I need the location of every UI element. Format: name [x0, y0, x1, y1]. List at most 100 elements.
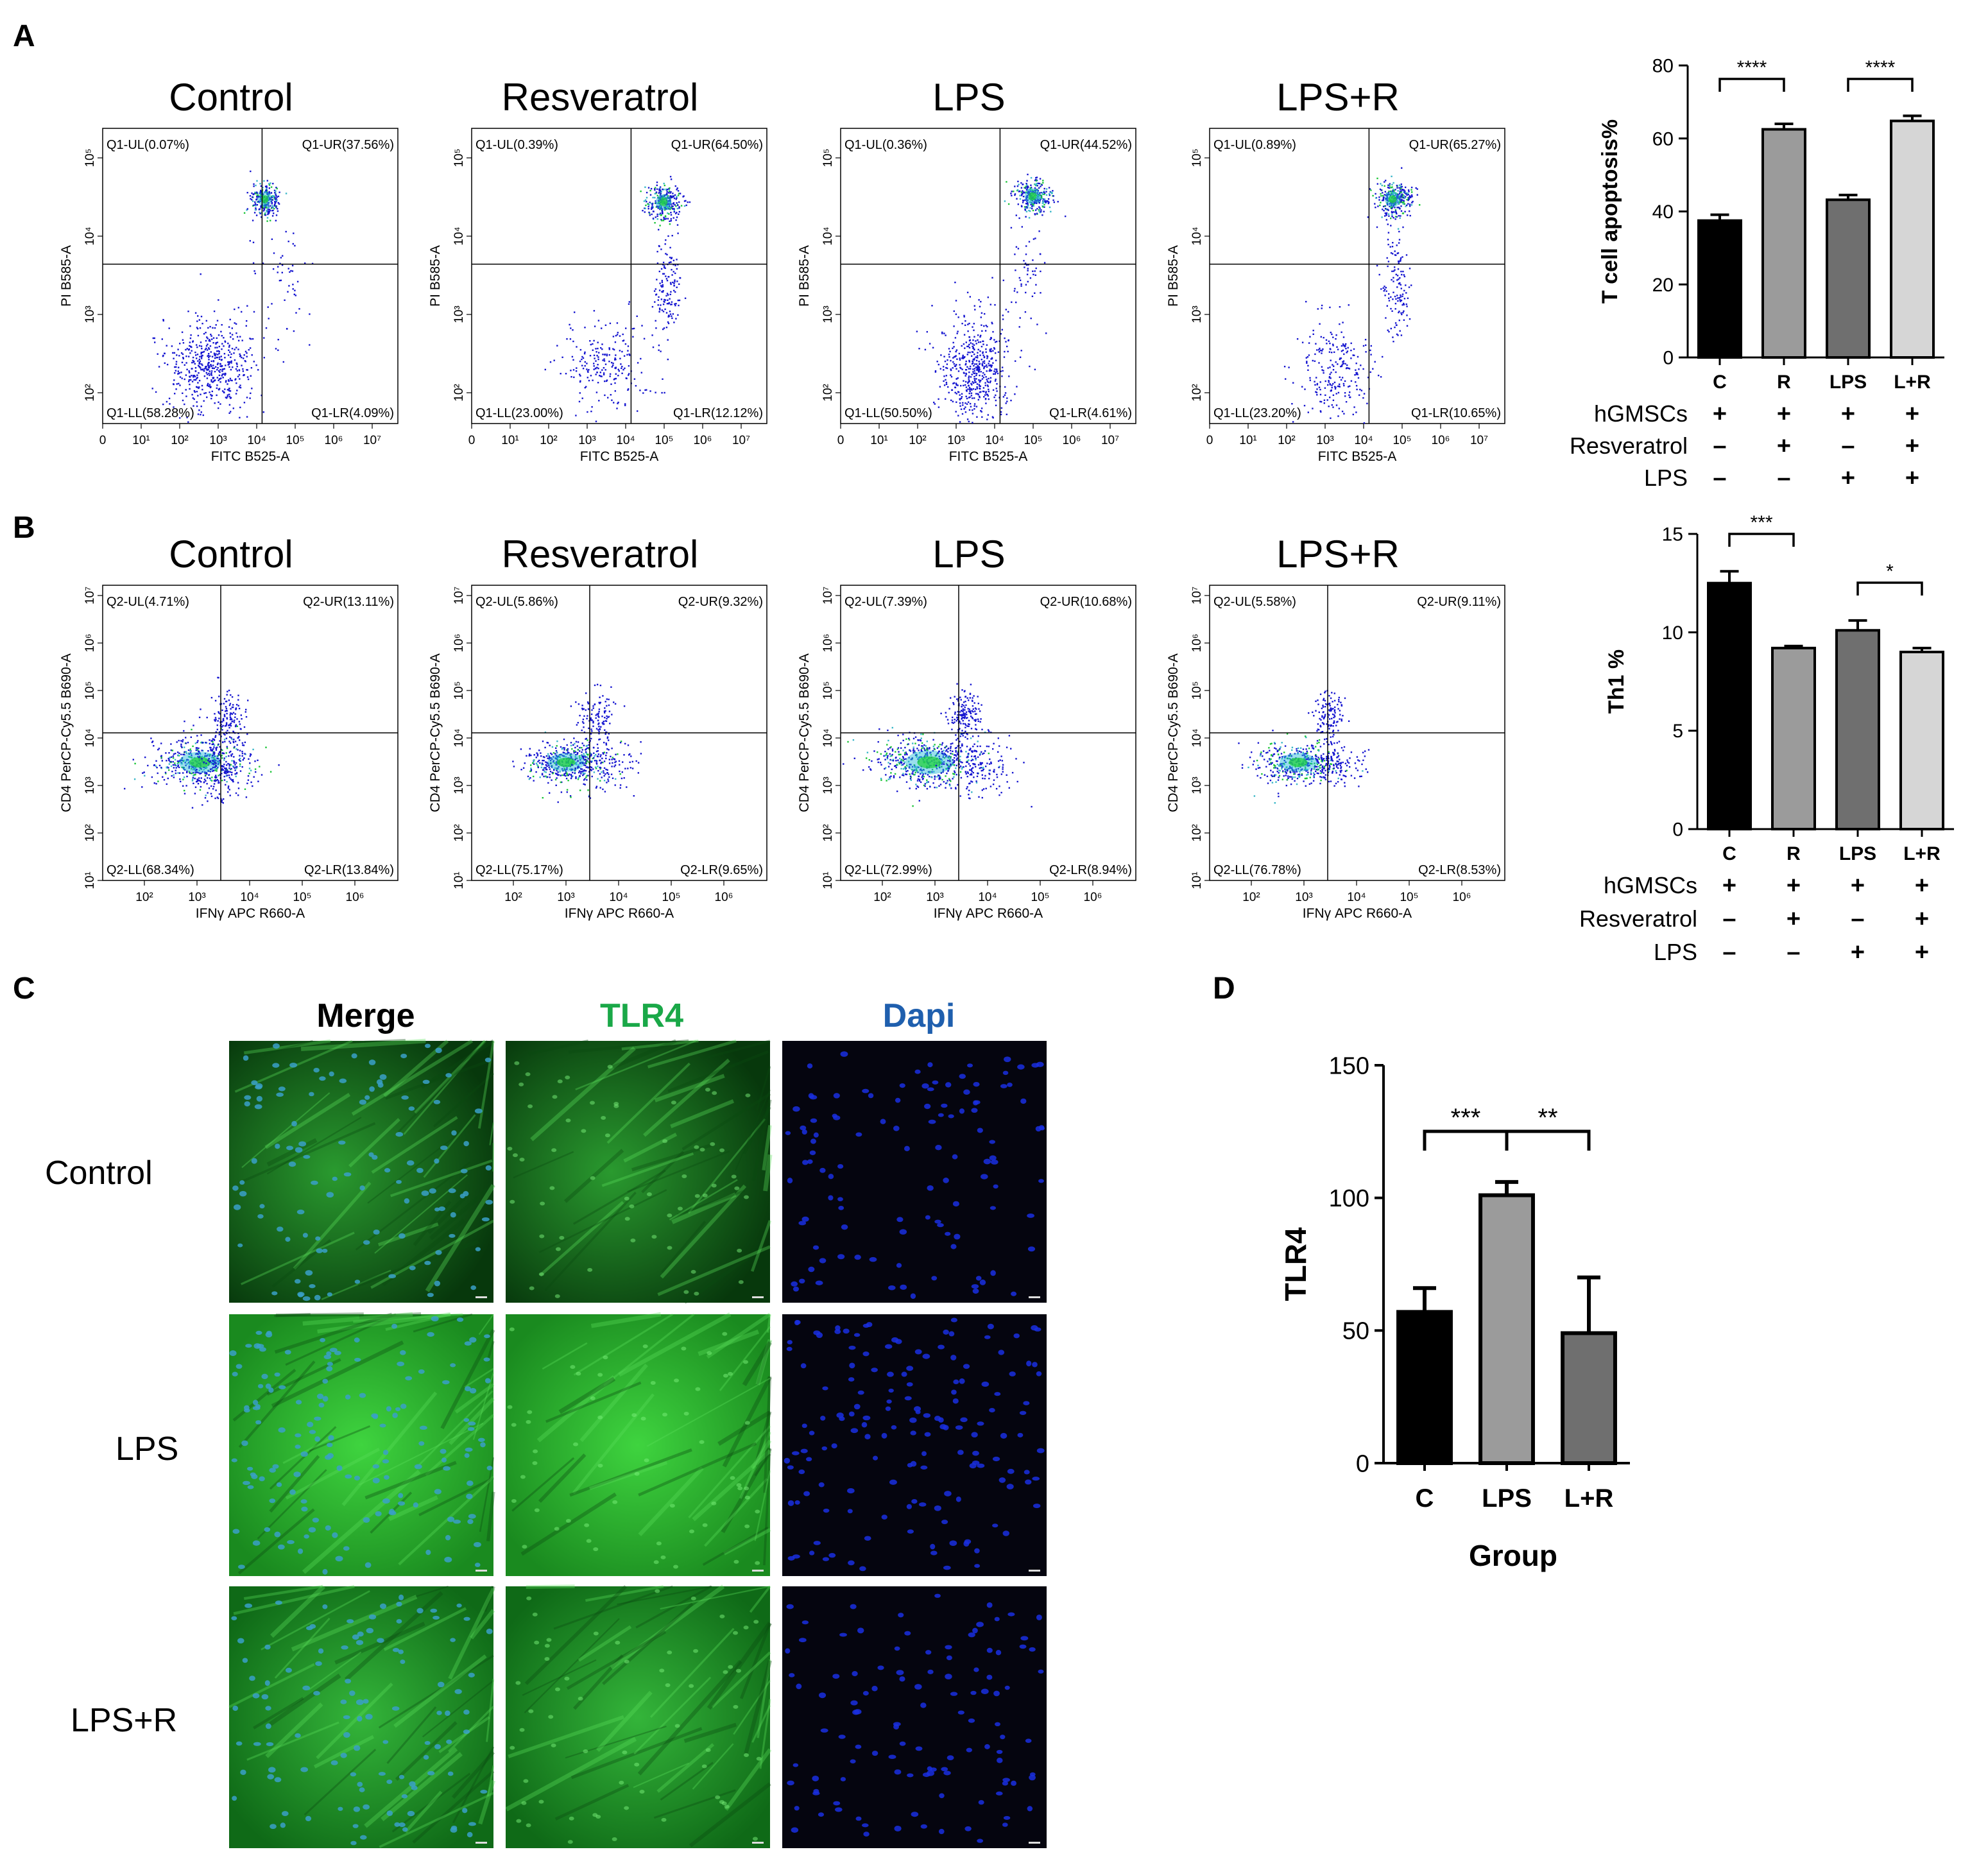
event-dot: [998, 340, 1000, 342]
event-dot: [967, 382, 969, 384]
event-dot: [662, 264, 664, 266]
event-dot: [585, 752, 587, 755]
event-dot: [1380, 189, 1382, 191]
event-dot: [981, 359, 982, 361]
event-dot: [201, 804, 203, 806]
event-dot: [250, 338, 252, 340]
event-dot: [547, 753, 549, 755]
event-dot: [596, 391, 598, 393]
event-dot: [627, 350, 629, 352]
event-dot: [581, 749, 583, 751]
event-dot: [1385, 214, 1387, 216]
event-dot: [607, 780, 610, 782]
x-tick-label: 10⁷: [732, 434, 750, 447]
event-dot: [953, 363, 955, 365]
event-dot: [151, 741, 154, 742]
event-dot: [166, 363, 169, 366]
event-dot: [1026, 184, 1028, 186]
event-dot: [1384, 194, 1385, 196]
event-dot: [1390, 218, 1392, 219]
event-dot: [237, 737, 239, 739]
event-dot: [223, 764, 225, 766]
event-dot: [1409, 203, 1411, 205]
event-dot: [269, 205, 271, 207]
event-dot: [585, 749, 587, 751]
event-dot: [162, 355, 164, 357]
event-dot: [233, 762, 236, 764]
event-dot: [200, 273, 201, 275]
event-dot: [219, 403, 221, 405]
event-dot: [223, 703, 225, 705]
event-dot: [592, 349, 594, 351]
event-dot: [983, 367, 985, 370]
event-dot: [941, 750, 943, 753]
event-dot: [671, 205, 673, 207]
event-dot: [962, 354, 964, 357]
event-dot: [926, 751, 928, 753]
event-dot: [173, 753, 175, 755]
event-dot: [964, 347, 966, 349]
event-dot: [169, 760, 171, 763]
event-dot: [1036, 182, 1038, 185]
event-dot: [1004, 386, 1006, 388]
event-dot: [889, 753, 891, 755]
event-dot: [171, 775, 173, 777]
event-dot: [175, 370, 177, 372]
event-dot: [199, 360, 201, 363]
event-dot: [895, 765, 896, 767]
event-dot: [558, 774, 560, 776]
event-dot: [601, 722, 603, 724]
event-dot: [953, 382, 955, 384]
event-dot: [957, 415, 959, 416]
event-dot: [229, 332, 231, 334]
event-dot: [214, 766, 216, 768]
event-dot: [214, 797, 216, 800]
event-dot: [1350, 342, 1352, 345]
x-tick-label: 10¹: [1239, 434, 1256, 447]
event-dot: [218, 751, 221, 753]
event-dot: [272, 209, 274, 212]
event-dot: [281, 271, 283, 273]
event-dot: [1400, 287, 1402, 289]
event-dot: [1043, 203, 1045, 206]
event-dot: [995, 404, 997, 406]
event-dot: [913, 769, 914, 771]
quadrant-label-lr: Q1-LR(10.65%): [1411, 406, 1501, 420]
event-dot: [234, 359, 236, 361]
event-dot: [916, 330, 918, 332]
event-dot: [1025, 200, 1028, 202]
event-dot: [557, 801, 559, 803]
event-dot: [227, 342, 229, 345]
event-dot: [191, 768, 193, 770]
event-dot: [603, 372, 605, 374]
event-dot: [1041, 198, 1043, 200]
event-dot: [546, 742, 548, 744]
event-dot: [166, 766, 169, 768]
event-dot: [540, 752, 542, 754]
event-dot: [665, 253, 667, 255]
event-dot: [1343, 384, 1345, 387]
event-dot: [679, 193, 681, 194]
event-dot: [1398, 207, 1400, 209]
event-dot: [579, 746, 581, 749]
event-dot: [210, 393, 212, 396]
event-dot: [234, 716, 236, 718]
event-dot: [1033, 205, 1034, 207]
event-dot: [955, 364, 957, 366]
event-dot: [579, 750, 581, 752]
event-dot: [594, 766, 597, 768]
event-dot: [587, 753, 589, 755]
x-tick-label: 10⁵: [293, 891, 311, 904]
event-dot: [584, 784, 586, 785]
event-dot: [1003, 356, 1006, 358]
event-dot: [195, 749, 197, 751]
event-dot: [655, 200, 656, 202]
event-dot: [948, 356, 950, 358]
event-dot: [667, 196, 669, 198]
event-dot: [651, 305, 654, 308]
event-dot: [181, 757, 184, 759]
event-dot: [196, 753, 198, 755]
event-dot: [232, 338, 234, 340]
event-dot: [218, 379, 219, 381]
